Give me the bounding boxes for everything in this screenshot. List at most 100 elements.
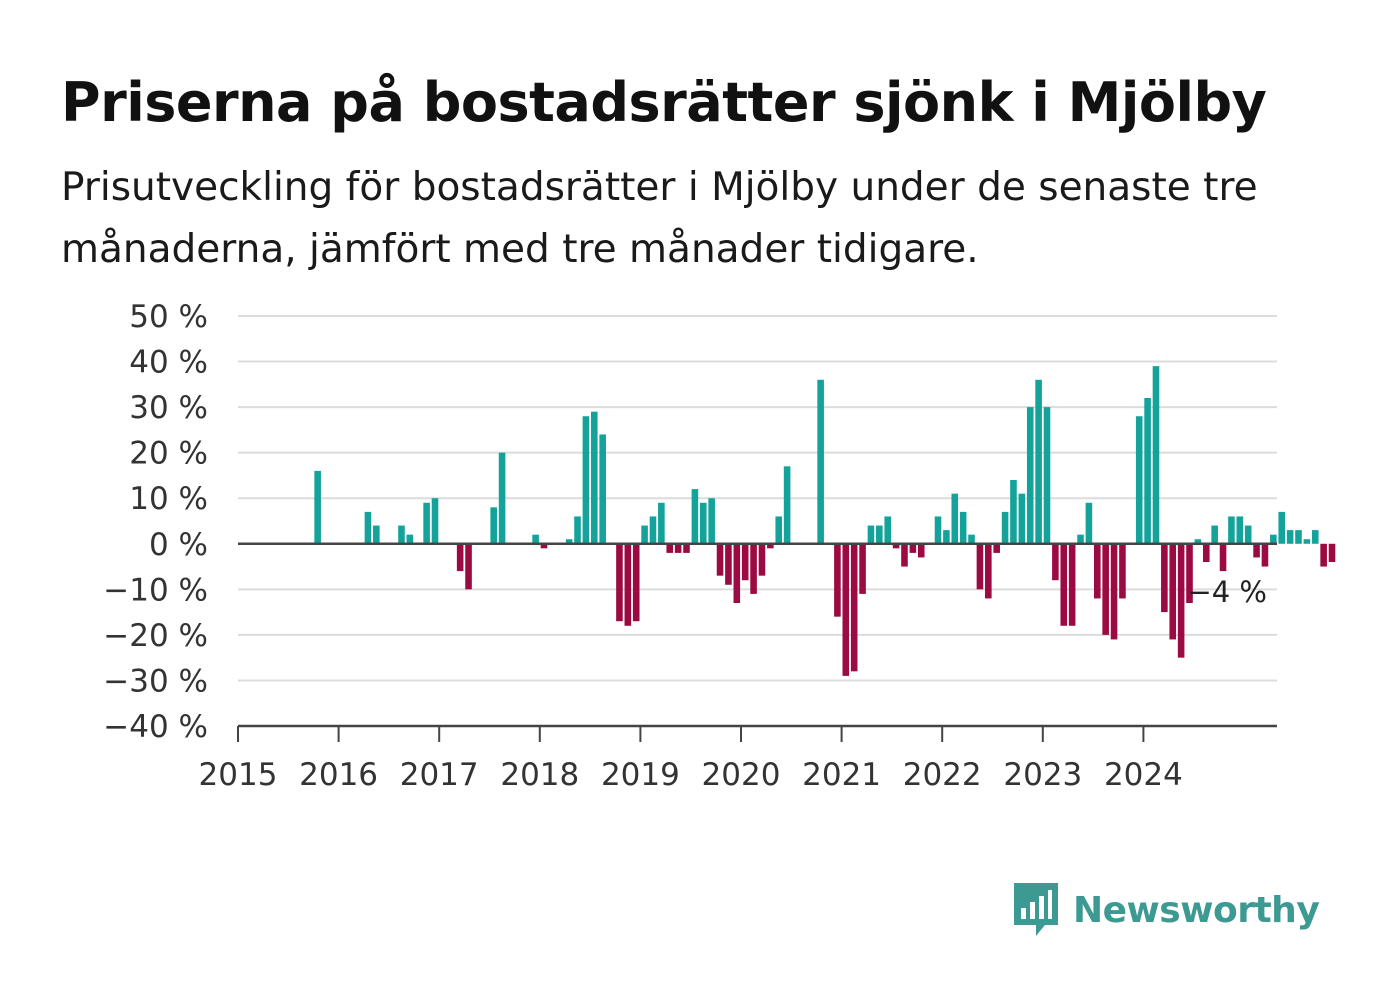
bar [674,543,682,553]
bar [364,511,372,544]
bar [423,502,430,544]
bar [1320,543,1327,567]
bar [532,534,539,544]
bar [1026,407,1034,544]
bar [658,502,665,544]
x-tick-label: 2020 [702,757,781,793]
bar [876,525,883,544]
y-tick-label: −20 % [103,618,208,654]
bar [314,470,321,544]
newsworthy-logo: Newsworthy [1011,880,1320,940]
bar [1270,534,1277,544]
bar [817,379,824,544]
bar [892,543,900,549]
x-tick-label: 2016 [299,757,378,793]
bar [783,466,791,544]
bar [1077,534,1084,544]
chart-title: Priserna på bostadsrätter sjönk i Mjölby [61,71,1267,134]
y-tick-label: 20 % [129,436,208,472]
bar [1295,530,1302,544]
bar [1035,379,1042,544]
bar [1085,502,1093,544]
grid-lines [238,315,1277,682]
bar [834,543,841,617]
bar [1152,366,1160,544]
bar [1219,543,1227,572]
bar [1068,543,1076,626]
bar [632,543,640,622]
bar [1052,543,1059,581]
bar [649,516,657,544]
bar [406,534,414,544]
bar [691,489,699,544]
bar [741,543,749,581]
bar [1094,543,1101,599]
bar [993,543,1000,553]
bar [1169,543,1177,640]
bar [909,543,917,553]
x-tick-label: 2019 [601,757,680,793]
bar [591,411,598,544]
bar [1202,543,1210,562]
bar [917,543,925,558]
newsworthy-logo-icon [1014,883,1058,936]
bar [1261,543,1269,567]
bar [884,516,891,544]
bar [1043,407,1051,544]
bar [565,539,573,544]
bar [699,502,707,544]
bar [725,543,732,585]
bar [373,525,380,544]
x-tick-label: 2015 [199,757,278,793]
y-axis-tick-labels: 50 % 40 % 30 % 20 % 10 % 0 % −10 % −20 % −30 % −4… [103,299,208,745]
bar [1102,543,1109,635]
bar [1110,543,1118,640]
bar [968,534,975,544]
bar [901,543,908,567]
bar [1236,516,1244,544]
bar [431,498,439,544]
bar [599,434,606,544]
bar [750,543,757,594]
bar [1194,539,1202,544]
bar [666,543,674,553]
bar [767,543,774,549]
bar [1018,493,1026,544]
bar [708,498,715,544]
bar [985,543,992,599]
bar [540,543,548,549]
y-tick-label: 10 % [129,481,208,517]
bar [1010,480,1017,544]
bar [850,543,858,672]
bar [959,511,967,544]
y-tick-label: 40 % [129,345,208,381]
bar [1135,416,1143,544]
bar [465,543,472,590]
bar [951,493,959,544]
bar [758,543,766,576]
y-tick-label: −40 % [103,709,208,745]
bar [934,516,942,544]
bars [314,366,1336,676]
x-tick-label: 2021 [802,757,881,793]
bar [683,543,690,553]
y-tick-label: 30 % [129,390,208,426]
bar [1119,543,1126,599]
y-tick-label: −10 % [103,572,208,608]
x-tick-label: 2017 [400,757,479,793]
bar [1211,525,1218,544]
bar [641,525,648,544]
bar [1186,543,1193,603]
bar [1144,398,1151,544]
bar [842,543,850,676]
bar [716,543,724,576]
x-tick-label: 2023 [1003,757,1082,793]
y-tick-label: 0 % [149,527,208,563]
bar [1244,525,1252,544]
bar [1253,543,1260,558]
bar [775,516,783,544]
y-tick-label: 50 % [129,299,208,335]
bar [1161,543,1168,613]
bar [582,416,590,544]
y-tick-label: −30 % [103,663,208,699]
